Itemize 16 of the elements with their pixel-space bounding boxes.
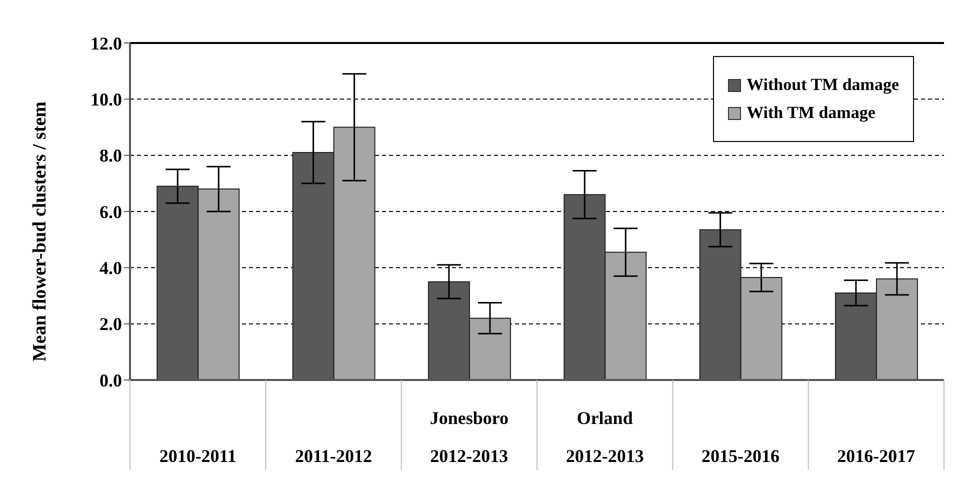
x-tick-label: 2010-2011: [159, 446, 236, 466]
y-tick-label: 12.0: [90, 33, 122, 54]
legend-label: Without TM damage: [746, 75, 899, 95]
y-tick-label: 8.0: [100, 146, 122, 166]
x-tick-label: 2011-2012: [294, 446, 372, 466]
y-tick-label: 4.0: [100, 258, 122, 278]
x-tick-label: Jonesboro 2012-2013: [430, 408, 509, 466]
y-tick-label: 0.0: [100, 370, 122, 390]
x-tick-label: 2016-2017: [837, 446, 916, 466]
legend-label: With TM damage: [746, 103, 876, 123]
y-tick-label: 10.0: [90, 90, 122, 110]
y-tick-label: 2.0: [100, 314, 122, 334]
y-axis-title: Mean flower-bud clusters / stem: [30, 101, 51, 362]
x-tick-label: 2015-2016: [702, 446, 780, 466]
x-tick-label: Orland 2012-2013: [566, 408, 644, 466]
y-tick-label: 6.0: [100, 202, 122, 222]
